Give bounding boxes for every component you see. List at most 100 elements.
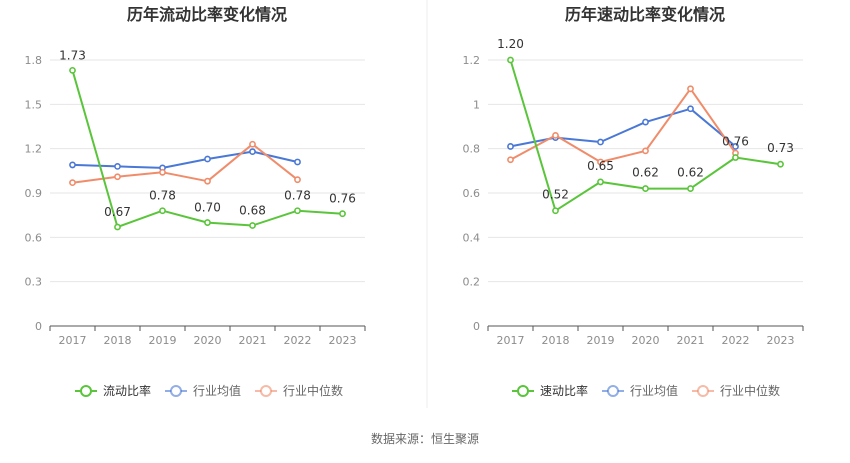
source-note: 数据来源：恒生聚源 — [371, 431, 479, 446]
series-line-median — [72, 143, 299, 184]
x-tick-label: 2018 — [104, 334, 132, 347]
data-point-avg — [687, 105, 694, 113]
data-label: 0.78 — [284, 189, 311, 203]
data-label: 0.76 — [722, 135, 749, 149]
data-point-avg — [249, 148, 256, 156]
y-tick-label: 0.9 — [25, 187, 43, 200]
data-label: 0.78 — [149, 189, 176, 203]
series-line-median — [510, 87, 737, 163]
x-tick-label: 2021 — [677, 334, 705, 347]
x-tick-label: 2020 — [632, 334, 660, 347]
data-point-median — [597, 158, 604, 166]
data-point-median — [552, 131, 559, 139]
x-tick-label: 2022 — [284, 334, 312, 347]
data-label: 0.67 — [104, 205, 131, 219]
y-tick-label: 1.5 — [25, 98, 43, 111]
data-label: 0.68 — [239, 204, 266, 218]
y-tick-label: 0.3 — [25, 276, 43, 289]
legend-label: 速动比率 — [540, 383, 588, 398]
data-label: 0.65 — [587, 159, 614, 173]
legend-item-median: 行业中位数 — [255, 383, 343, 398]
data-point-median — [204, 177, 211, 185]
y-tick-label: 0 — [473, 320, 480, 333]
data-label: 0.70 — [194, 201, 221, 215]
chart-panel-2: 历年速动比率变化情况 0 0.2 0.4 0.6 0.8 1 1.2 2017 2018 2019 2… — [463, 5, 804, 398]
y-tick-label: 0.4 — [463, 231, 481, 244]
y-tick-label: 1 — [473, 98, 480, 111]
data-point-median — [294, 176, 301, 184]
data-point-median — [687, 85, 694, 93]
x-tick-label: 2017 — [59, 334, 87, 347]
y-tick-label: 0.8 — [463, 143, 481, 156]
y-tick-label: 0 — [35, 320, 42, 333]
x-tick-label: 2023 — [329, 334, 357, 347]
data-point-median — [249, 140, 256, 148]
y-tick-label: 1.2 — [463, 54, 481, 67]
data-point-current — [339, 210, 346, 218]
chart-title: 历年流动比率变化情况 — [127, 5, 287, 24]
legend-item-current: 流动比率 — [75, 383, 151, 398]
data-point-current — [732, 154, 739, 161]
data-point-avg — [294, 158, 301, 166]
legend-marker — [517, 385, 529, 397]
legend-label: 行业均值 — [193, 383, 241, 398]
data-label: 1.20 — [497, 37, 524, 51]
data-point-avg — [732, 143, 739, 150]
legend-marker — [170, 385, 182, 397]
data-point-current — [294, 207, 301, 215]
x-tick-label: 2022 — [722, 334, 750, 347]
legend-label: 流动比率 — [103, 383, 151, 398]
x-tick-label: 2018 — [542, 334, 570, 347]
data-point-current — [69, 66, 76, 74]
data-point-current — [552, 207, 559, 215]
legend-label: 行业中位数 — [720, 383, 780, 398]
data-label: 0.62 — [677, 166, 704, 180]
chart-panel-1: 历年流动比率变化情况 0 0.3 0.6 0.9 1.2 1.5 1.8 2017 2018 201… — [25, 5, 366, 398]
x-tick-label: 2019 — [587, 334, 615, 347]
data-point-current — [777, 160, 784, 168]
data-point-current — [642, 185, 649, 192]
data-point-current — [114, 223, 121, 231]
legend-item-median: 行业中位数 — [692, 383, 780, 398]
data-point-median — [507, 156, 514, 164]
x-tick-label: 2021 — [239, 334, 267, 347]
data-point-current — [597, 178, 604, 186]
data-point-median — [159, 168, 166, 176]
data-point-avg — [507, 143, 514, 150]
data-point-avg — [204, 155, 211, 163]
data-point-median — [69, 179, 76, 187]
data-point-current — [204, 219, 211, 226]
data-point-avg — [597, 138, 604, 146]
data-point-current — [687, 185, 694, 192]
y-tick-label: 0.6 — [463, 187, 481, 200]
legend-item-current: 速动比率 — [512, 383, 588, 398]
y-tick-label: 1.8 — [25, 54, 43, 67]
y-tick-label: 0.6 — [25, 231, 43, 244]
data-point-current — [249, 222, 256, 229]
legend-label: 行业均值 — [630, 383, 678, 398]
legend-item-avg: 行业均值 — [165, 383, 241, 398]
data-point-avg — [114, 162, 121, 170]
series-line-avg — [72, 150, 298, 169]
data-point-median — [642, 147, 649, 155]
data-label: 1.73 — [59, 48, 86, 62]
chart-title: 历年速动比率变化情况 — [565, 5, 725, 24]
data-label: 0.76 — [329, 192, 356, 206]
legend-marker — [607, 385, 619, 397]
y-tick-label: 1.2 — [25, 143, 43, 156]
x-tick-label: 2020 — [194, 334, 222, 347]
data-label: 0.52 — [542, 188, 569, 202]
data-point-avg — [642, 118, 649, 126]
legend-marker — [697, 385, 709, 397]
x-tick-label: 2023 — [767, 334, 795, 347]
legend-marker — [260, 385, 272, 397]
y-tick-label: 0.2 — [463, 276, 481, 289]
data-point-current — [159, 207, 166, 215]
data-point-median — [114, 173, 121, 181]
legend-item-avg: 行业均值 — [602, 383, 678, 398]
data-point-avg — [69, 161, 76, 169]
x-tick-label: 2017 — [497, 334, 525, 347]
legend-label: 行业中位数 — [283, 383, 343, 398]
